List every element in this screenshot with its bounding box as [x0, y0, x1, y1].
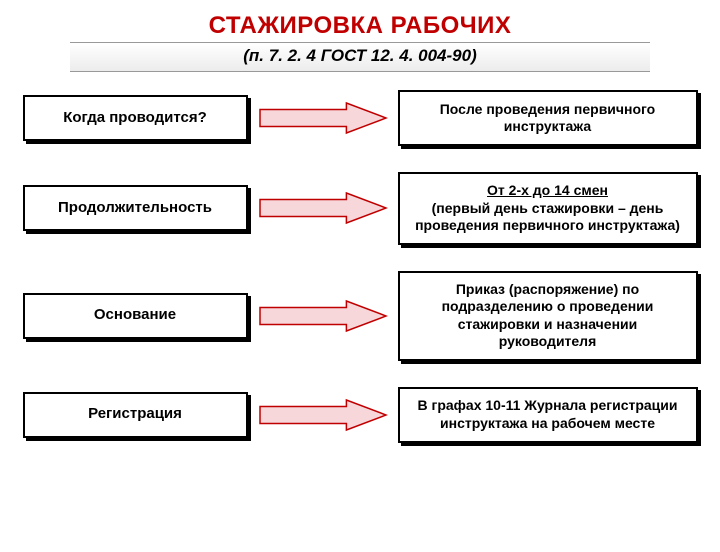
- arrow-icon: [248, 398, 398, 432]
- diagram-row: Основание Приказ (распоряжение) по подра…: [10, 271, 710, 361]
- diagram-row: Регистрация В графах 10-11 Журнала регис…: [10, 387, 710, 443]
- right-box-underline: От 2-х до 14 смен: [410, 182, 686, 200]
- diagram-row: Когда проводится? После проведения перви…: [10, 90, 710, 146]
- diagram-rows: Когда проводится? После проведения перви…: [0, 90, 720, 443]
- right-box: В графах 10-11 Журнала регистрации инстр…: [398, 387, 698, 443]
- diagram-row: Продолжительность От 2-х до 14 смен(перв…: [10, 172, 710, 245]
- left-box: Продолжительность: [23, 185, 248, 231]
- arrow-icon: [248, 299, 398, 333]
- left-box: Когда проводится?: [23, 95, 248, 141]
- main-title: СТАЖИРОВКА РАБОЧИХ: [60, 12, 660, 40]
- arrow-icon: [248, 101, 398, 135]
- right-box: От 2-х до 14 смен(первый день стажировки…: [398, 172, 698, 245]
- right-box-text: (первый день стажировки – день проведени…: [410, 200, 686, 235]
- title-block: СТАЖИРОВКА РАБОЧИХ: [60, 12, 660, 40]
- arrow-icon: [248, 191, 398, 225]
- left-box: Регистрация: [23, 392, 248, 438]
- left-box: Основание: [23, 293, 248, 339]
- right-box: Приказ (распоряжение) по подразделению о…: [398, 271, 698, 361]
- subtitle-band: (п. 7. 2. 4 ГОСТ 12. 4. 004-90): [70, 42, 650, 72]
- right-box: После проведения первичного инструктажа: [398, 90, 698, 146]
- subtitle: (п. 7. 2. 4 ГОСТ 12. 4. 004-90): [243, 46, 477, 65]
